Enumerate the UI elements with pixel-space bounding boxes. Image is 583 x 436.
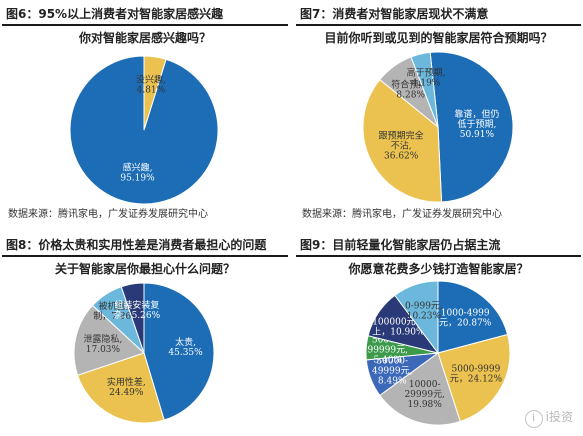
figure-7-label: 图7：消费者对智能家居现状不满意 <box>300 7 489 21</box>
pie-3-slice-2-label: 10000-29999元, 19.98% <box>404 380 445 410</box>
figure-8-panel: 图8：价格太贵和实用性差是消费者最担心的问题 关于智能家居你最担心什么问题？ 太… <box>2 233 288 434</box>
pie-1-slice-0 <box>429 51 514 203</box>
pie-3-slice-2 <box>379 352 461 426</box>
pie-1-slice-1-label: 跟预期完全不沾, 36.62% <box>379 130 424 162</box>
pie-3-slice-1-label: 5000-9999 元，24.12% <box>450 365 503 385</box>
pie-1-slice-3-label: 高于预期, 4.19% <box>407 66 446 88</box>
figure-9-header: 图9：目前轻量化智能家居仍占据主流 <box>296 233 581 257</box>
pie-2-slice-4-label: 组装安装复杂，5.26% <box>114 299 161 321</box>
pie-3-slice-6-label: 0-999元, 10.23% <box>405 302 443 322</box>
figure-7-chart-title: 目前你听到或见到的智能家居符合预期吗？ <box>324 31 553 45</box>
figure-6-chart-title: 你对智能家居感兴趣吗？ <box>78 31 211 45</box>
pie-3-slice-6 <box>394 280 439 355</box>
figure-6-panel: 图6：95%以上消费者对智能家居感兴趣 你对智能家居感兴趣吗？ 感兴趣, 95.1… <box>2 2 288 224</box>
figure-7-source-note: 数据来源：腾讯家电，广发证券发展研究中心 <box>302 209 502 220</box>
pie-2-slice-4 <box>120 282 145 354</box>
pie-3-slice-0-label: 1000-4999 元，20.87% <box>439 309 492 329</box>
pie-2-slice-0 <box>143 282 215 421</box>
pie-3-slice-5-label: 100000元以上，10.90% <box>372 318 425 338</box>
figure-8-pie-chart: 太贵, 45.35% 实用性差, 24.49% 泄露隐私, 17.03% 被机器控制，7.8… <box>73 282 215 424</box>
figure-8-label: 图8：价格太贵和实用性差是消费者最担心的问题 <box>6 238 267 252</box>
figure-9-label: 图9：目前轻量化智能家居仍占据主流 <box>300 238 501 252</box>
pie-2-slice-0-label: 太贵, 45.35% <box>168 336 203 358</box>
pie-2-slice-2-label: 泄露隐私, 17.03% <box>83 333 122 355</box>
watermark: i i投资 <box>524 408 573 428</box>
pie-2-slice-1-label: 实用性差, 24.49% <box>107 376 146 398</box>
pie-1-slice-3 <box>410 51 439 128</box>
pie-1-slice-0-label: 靠谱，但仍低于预期, 50.91% <box>454 108 499 140</box>
figure-6-label: 图6：95%以上消费者对智能家居感兴趣 <box>6 7 224 21</box>
pie-1-slice-1 <box>362 78 443 203</box>
figure-6-header: 图6：95%以上消费者对智能家居感兴趣 <box>2 2 288 26</box>
figure-7-panel: 图7：消费者对智能家居现状不满意 目前你听到或见到的智能家居符合预期吗？ 靠谱，… <box>296 2 581 224</box>
pie-0-slice-1 <box>143 55 167 131</box>
pie-3-slice-1 <box>437 333 511 423</box>
watermark-text: i投资 <box>545 410 573 424</box>
figure-9-pie-chart: 1000-4999 元，20.87% 5000-9999 元，24.12%10000-… <box>365 280 511 426</box>
pie-2-slice-3-label: 被机器控制，7.86% <box>93 300 140 322</box>
watermark-logo-icon: i <box>524 410 543 428</box>
figure-6-source-note: 数据来源：腾讯家电，广发证券发展研究中心 <box>8 209 208 220</box>
figure-9-panel: 图9：目前轻量化智能家居仍占据主流 你愿意花费多少钱打造智能家居？ 1000-4… <box>296 233 581 434</box>
pie-2-slice-2 <box>73 304 145 376</box>
figure-7-pie-chart: 靠谱，但仍低于预期, 50.91%跟预期完全不沾, 36.62%符合预期, 8.28%… <box>362 51 514 203</box>
pie-0-slice-0 <box>69 55 219 205</box>
pie-2-slice-1 <box>77 352 165 424</box>
pie-3-slice-0 <box>437 280 509 354</box>
figure-6-pie-chart: 感兴趣, 95.19% 没兴趣, 4.81% <box>69 55 219 205</box>
pie-3-slice-3-label: 30000-49999元, 8.49% <box>372 356 413 386</box>
pie-0-slice-1-label: 没兴趣, 4.81% <box>136 74 166 96</box>
figure-7-header: 图7：消费者对智能家居现状不满意 <box>296 2 581 26</box>
pie-0-slice-0-label: 感兴趣, 95.19% <box>120 161 155 183</box>
figure-8-chart-title: 关于智能家居你最担心什么问题？ <box>54 262 235 276</box>
figure-8-header: 图8：价格太贵和实用性差是消费者最担心的问题 <box>2 233 288 257</box>
figure-9-chart-title: 你愿意花费多少钱打造智能家居？ <box>348 262 529 276</box>
